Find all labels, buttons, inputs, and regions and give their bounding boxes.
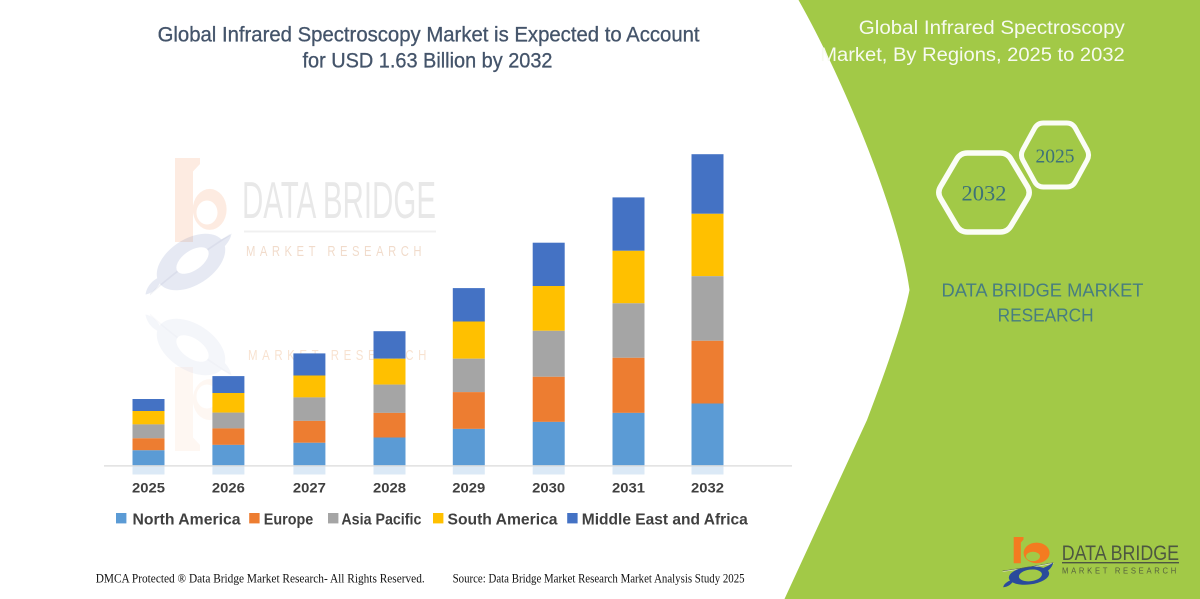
svg-text:2026: 2026: [212, 480, 245, 496]
svg-text:2032: 2032: [962, 181, 1007, 206]
svg-text:Global Infrared Spectroscopy M: Global Infrared Spectroscopy Market is E…: [158, 24, 700, 47]
svg-text:RESEARCH: RESEARCH: [998, 306, 1094, 326]
svg-text:for USD 1.63 Billion by 2032: for USD 1.63 Billion by 2032: [303, 50, 553, 73]
svg-text:2025: 2025: [1036, 147, 1075, 168]
svg-text:MARKET RESEARCH: MARKET RESEARCH: [1062, 566, 1179, 576]
svg-text:Europe: Europe: [264, 512, 314, 529]
svg-text:2032: 2032: [691, 480, 724, 496]
svg-text:Middle East and Africa: Middle East and Africa: [582, 512, 748, 529]
svg-text:Global Infrared Spectroscopy: Global Infrared Spectroscopy: [859, 18, 1126, 39]
svg-text:South America: South America: [448, 512, 558, 529]
svg-text:DATA BRIDGE: DATA BRIDGE: [1062, 542, 1179, 565]
svg-text:North America: North America: [133, 512, 241, 529]
svg-text:DMCA Protected ® Data Bridge M: DMCA Protected ® Data Bridge Market Rese…: [96, 572, 425, 586]
svg-text:Asia Pacific: Asia Pacific: [341, 512, 421, 529]
svg-text:2029: 2029: [452, 480, 485, 496]
svg-text:DATA BRIDGE: DATA BRIDGE: [242, 172, 436, 230]
svg-text:Source: Data Bridge Market Res: Source: Data Bridge Market Research Mark…: [453, 572, 745, 586]
svg-text:Market, By Regions, 2025 to 20: Market, By Regions, 2025 to 2032: [820, 45, 1125, 66]
svg-text:2027: 2027: [293, 480, 326, 496]
svg-text:2031: 2031: [612, 480, 645, 496]
svg-text:MARKET RESEARCH: MARKET RESEARCH: [246, 243, 426, 260]
svg-text:DATA BRIDGE MARKET: DATA BRIDGE MARKET: [942, 281, 1144, 301]
svg-text:2025: 2025: [132, 480, 165, 496]
svg-text:2030: 2030: [532, 480, 565, 496]
svg-text:2028: 2028: [373, 480, 406, 496]
